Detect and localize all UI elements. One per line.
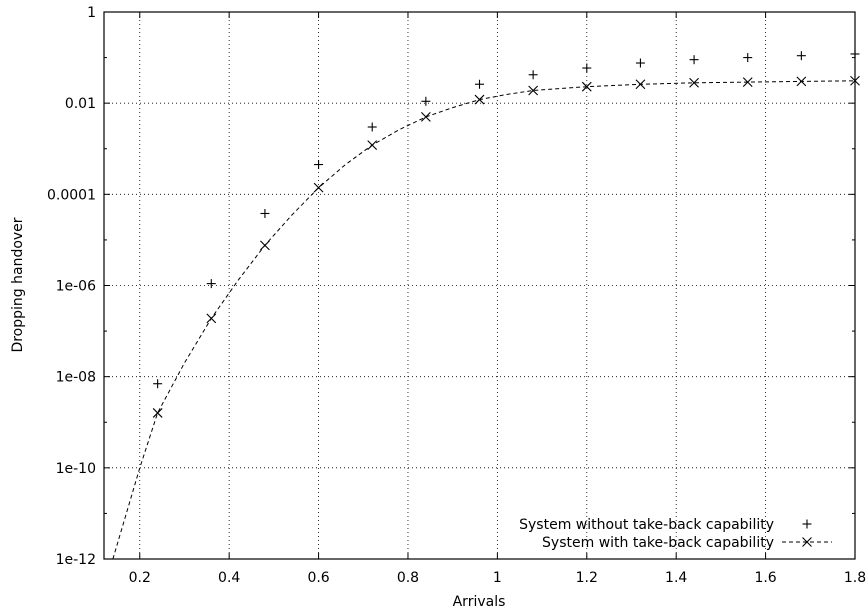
axis-ticks [104,11,856,560]
y-tick-label: 1e-06 [56,279,96,295]
point-without-take-back [314,160,324,170]
point-with-take-back [206,313,217,324]
point-with-take-back [367,140,378,151]
point-without-take-back [153,379,163,389]
x-tick-label: 1.4 [665,570,687,586]
y-tick-label: 1e-08 [56,370,96,386]
point-without-take-back [635,58,645,68]
series-markers [152,49,860,418]
legend-label-without: System without take-back capability [519,517,774,533]
point-with-take-back [742,77,753,87]
point-with-take-back [581,81,592,92]
legend-plus-glyph [802,519,812,529]
point-with-take-back [260,240,270,251]
point-without-take-back [796,51,806,61]
point-with-take-back [796,76,807,87]
point-without-take-back [421,96,431,106]
x-tick-labels: 0.2 0.4 0.6 0.8 1 1.2 1.4 1.6 1.8 [129,570,867,586]
y-tick-label: 1e-12 [56,552,96,568]
y-tick-labels: 1e-12 1e-10 1e-08 1e-06 0.0001 0.01 1 [47,5,96,568]
point-with-take-back [528,85,539,96]
point-without-take-back [850,49,860,59]
y-tick-label: 1e-10 [56,461,96,477]
x-tick-label: 0.2 [129,570,151,586]
point-with-take-back [474,94,485,105]
x-tick-label: 0.6 [307,570,329,586]
y-tick-label: 1 [87,5,96,21]
y-tick-label: 0.0001 [47,187,96,203]
x-tick-label: 1 [493,570,502,586]
legend-entry-with: System with take-back capability [542,535,832,551]
legend-marker-x [802,537,812,547]
series-lines [112,80,856,560]
series-with-take-back-line [112,80,856,560]
x-tick-label: 0.4 [218,570,240,586]
point-with-take-back [850,75,860,86]
legend-label-with: System with take-back capability [542,535,774,551]
legend-x-glyph [802,537,812,547]
point-with-take-back [313,182,324,193]
point-without-take-back [743,53,753,63]
x-tick-label: 0.8 [397,570,419,586]
point-with-take-back [420,111,431,122]
point-without-take-back [689,55,699,65]
y-axis-label: Dropping handover [10,217,26,352]
point-without-take-back [206,279,216,289]
point-with-take-back [152,408,163,418]
point-without-take-back [260,208,270,218]
legend-marker-plus [802,519,812,529]
point-without-take-back [528,70,538,80]
point-without-take-back [475,79,484,89]
legend-entry-without: System without take-back capability [519,517,812,533]
point-without-take-back [582,63,592,73]
point-with-take-back [635,79,646,90]
legend: System without take-back capability Syst… [519,517,832,551]
grid [104,12,855,559]
x-tick-label: 1.2 [576,570,598,586]
point-with-take-back [689,77,699,88]
x-axis-label: Arrivals [453,594,506,610]
x-tick-label: 1.6 [754,570,776,586]
point-without-take-back [367,122,377,132]
x-tick-label: 1.8 [844,570,866,586]
y-tick-label: 0.01 [65,96,96,112]
